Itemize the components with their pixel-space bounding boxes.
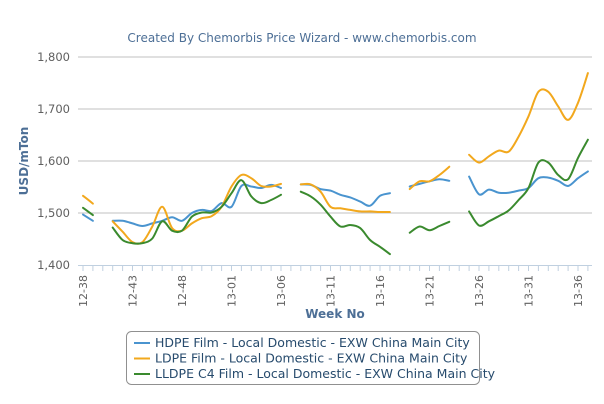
x-tick-label: 12-43 — [127, 275, 140, 307]
series-line-segment — [111, 173, 282, 245]
x-tick-label: 13-01 — [226, 275, 239, 307]
y-tick-label: 1,800 — [37, 50, 70, 64]
x-tick-label: 13-11 — [325, 275, 338, 307]
series-line-segment — [468, 72, 589, 164]
series-line-segment — [82, 194, 94, 205]
x-tick-label: 12-38 — [77, 275, 90, 307]
y-tick-label: 1,400 — [37, 258, 70, 272]
x-tick-label: 13-16 — [374, 275, 387, 307]
y-axis-labels: 1,400 1,500 1,600 1,700 1,800 — [37, 50, 70, 272]
series-line-segment — [468, 138, 589, 227]
x-tick-label: 13-36 — [572, 275, 585, 307]
series-ldpe — [82, 72, 589, 245]
series-line-segment — [82, 206, 94, 217]
legend-label: LLDPE C4 Film - Local Domestic - EXW Chi… — [155, 366, 496, 381]
y-tick-label: 1,700 — [37, 102, 70, 116]
x-tick-label: 13-21 — [424, 275, 437, 307]
y-tick-label: 1,600 — [37, 154, 70, 168]
series-line-segment — [299, 183, 391, 207]
legend-label: HDPE Film - Local Domestic - EXW China M… — [155, 335, 470, 350]
series-line-segment — [111, 183, 282, 227]
chart-title: Created By Chemorbis Price Wizard - www.… — [127, 31, 476, 45]
legend-item[interactable]: LLDPE C4 Film - Local Domestic - EXW Chi… — [134, 366, 496, 381]
series-lldpe — [82, 138, 589, 256]
legend-item[interactable]: HDPE Film - Local Domestic - EXW China M… — [134, 335, 470, 350]
legend-item[interactable]: LDPE Film - Local Domestic - EXW China M… — [134, 351, 468, 366]
x-axis: 12-38 12-43 12-48 13-01 13-06 13-11 13-16 13-21… — [77, 265, 592, 307]
x-axis-title: Week No — [305, 307, 365, 321]
legend-box — [126, 331, 480, 385]
x-tick-label: 13-06 — [275, 275, 288, 307]
y-tick-label: 1,500 — [37, 206, 70, 220]
series-line-segment — [408, 220, 451, 234]
y-axis-title: USD/mTon — [17, 127, 31, 196]
series-lines — [82, 72, 589, 256]
legend-label: LDPE Film - Local Domestic - EXW China M… — [155, 351, 468, 366]
gridlines — [78, 56, 592, 214]
series-line-segment — [82, 213, 94, 222]
series-line-segment — [299, 190, 391, 256]
x-tick-label: 13-26 — [473, 275, 486, 307]
legend: HDPE Film - Local Domestic - EXW China M… — [126, 331, 496, 385]
series-line-segment — [111, 179, 282, 245]
series-hdpe — [82, 170, 589, 227]
series-line-segment — [408, 165, 451, 191]
x-tick-label: 12-48 — [176, 275, 189, 307]
x-tick-label: 13-31 — [523, 275, 536, 307]
series-line-segment — [299, 182, 391, 213]
